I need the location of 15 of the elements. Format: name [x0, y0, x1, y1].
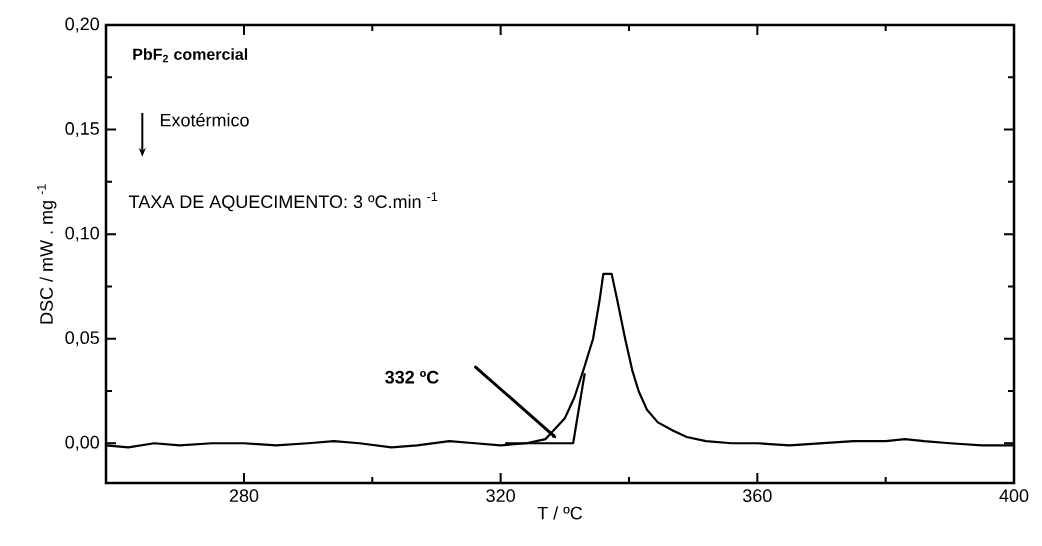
- y-tick-label: 0,05: [65, 331, 99, 347]
- y-tick-label: 0,15: [65, 122, 99, 137]
- y-axis-title: DSC / mW . mg $^{-1}$: [37, 184, 57, 324]
- annotation: 332 ºC: [385, 370, 439, 384]
- annotation: Exotérmico: [160, 113, 249, 127]
- x-tick-label: 280: [229, 489, 259, 502]
- y-tick-label: 0,10: [65, 226, 100, 242]
- annotation: TAXA DE AQUECIMENTO: 3 ºC.min $^{-1}$: [129, 192, 438, 212]
- x-tick-label: 360: [743, 489, 772, 502]
- x-tick-label: 320: [486, 489, 515, 502]
- x-axis-title: T / ºC: [537, 506, 583, 520]
- y-tick-label: 0,00: [65, 435, 100, 451]
- y-tick-label: 0,20: [65, 17, 100, 33]
- text: PbF$_{2}$ comercial: [133, 48, 248, 63]
- x-tick-label: 400: [999, 489, 1029, 502]
